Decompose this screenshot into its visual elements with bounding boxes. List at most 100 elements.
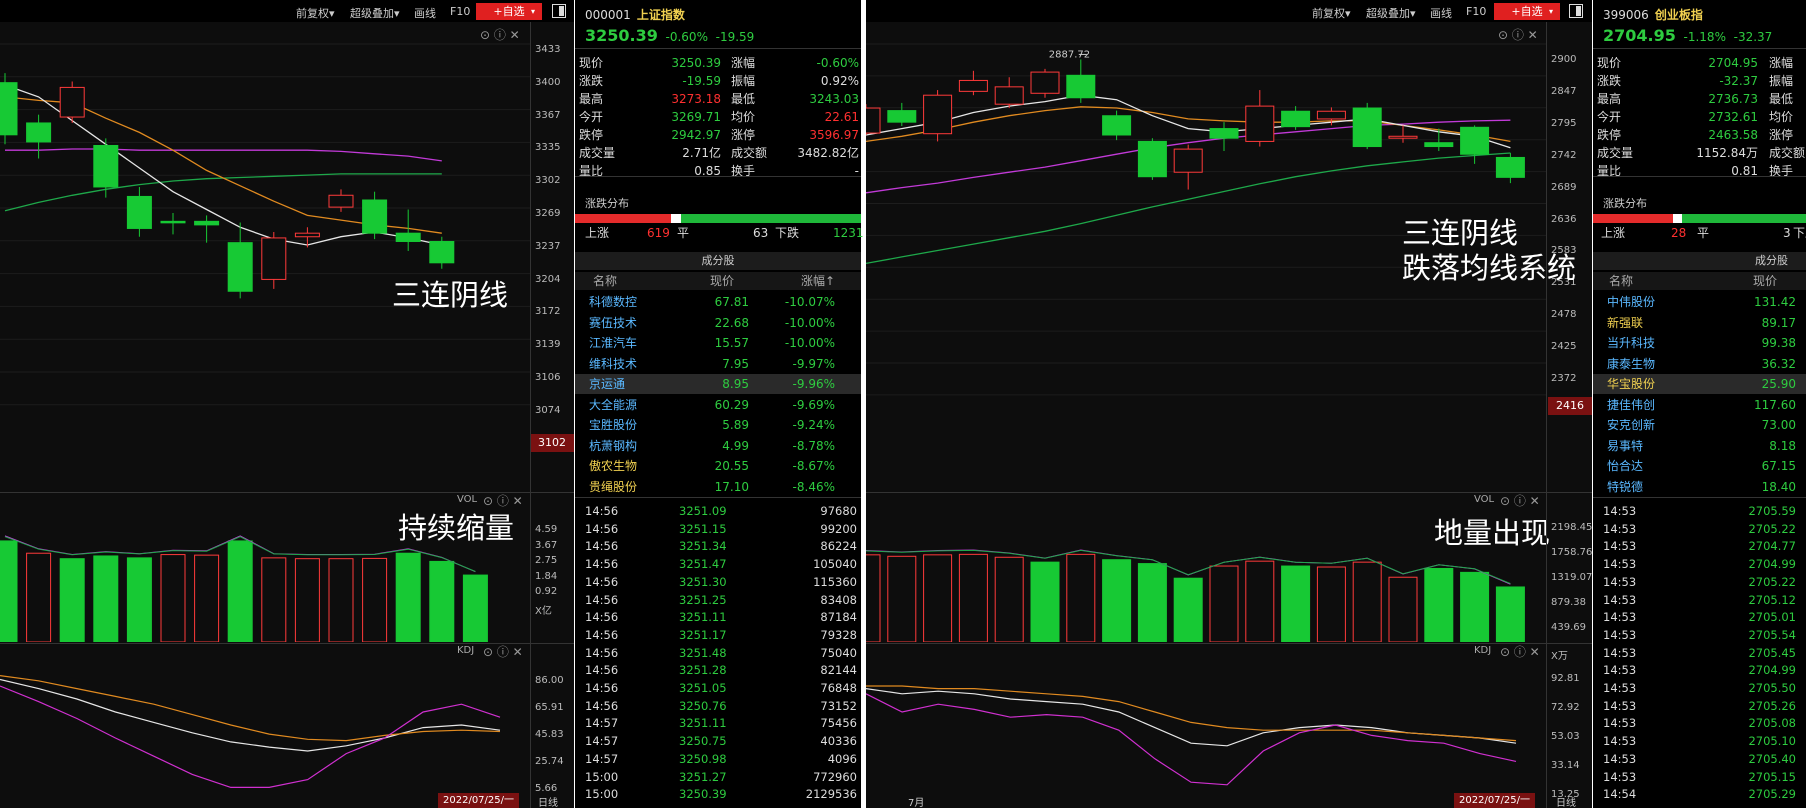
right-price-annotation-2: 跌落均线系统 — [1402, 251, 1577, 285]
tick-time: 14:56 — [585, 627, 619, 642]
add-watchlist-dropdown[interactable]: ▾ — [1544, 3, 1558, 20]
tick-row: 14:57 3250.98 4096 — [575, 750, 861, 768]
right-kdj-chart — [866, 685, 1517, 786]
add-watchlist-dropdown[interactable]: ▾ — [526, 3, 540, 20]
stock-row[interactable]: 杭萧钢构 4.99 -8.78% — [575, 436, 861, 456]
left-period-label[interactable]: 日线 — [538, 798, 558, 808]
quote-label: 成交额 — [731, 146, 768, 160]
tick-price: 2705.54 — [1748, 627, 1796, 642]
vol-axis-tick: 2.75 — [535, 555, 558, 566]
stock-pct: -10.00% — [784, 315, 835, 330]
stock-row[interactable]: 傲农生物 20.55 -8.67% — [575, 456, 861, 476]
stock-row[interactable]: 中伟股份 131.42 — [1593, 292, 1806, 312]
quote-label: 均价 — [731, 110, 756, 124]
candle-body — [1102, 115, 1132, 136]
quote-value: 3596.97 — [809, 128, 859, 142]
stock-row[interactable]: 安克创新 73.00 — [1593, 415, 1806, 435]
stock-row[interactable]: 贵绳股份 17.10 -8.46% — [575, 477, 861, 497]
tick-row: 14:53 2705.12 — [1593, 591, 1806, 609]
right-kdj-label: KDJ — [1474, 645, 1492, 656]
stock-row[interactable]: 怡合达 67.15 — [1593, 456, 1806, 476]
right-info-panel: 399006 创业板指 2704.95 -1.18% -32.37 现价 2704.… — [1593, 0, 1806, 808]
index-code: 000001 — [585, 8, 631, 22]
right-period-label[interactable]: 日线 — [1556, 798, 1576, 808]
add-watchlist-button[interactable]: +自选 — [1494, 3, 1560, 20]
kdj-axis-tick: 45.83 — [535, 729, 564, 740]
tick-row: 14:56 3251.28 82144 — [575, 661, 861, 679]
add-watchlist-button[interactable]: +自选 — [476, 3, 542, 20]
kdj-axis-tick: 72.92 — [1551, 702, 1580, 713]
stock-row[interactable]: 华宝股份 25.90 — [1593, 374, 1806, 394]
kdj-control-icons[interactable]: ⊙ ⓘ ✕ — [1500, 645, 1540, 659]
kdj-axis-tick: 13.25 — [1551, 789, 1580, 800]
stock-row[interactable]: 特锐德 18.40 — [1593, 477, 1806, 497]
tick-volume: 115360 — [813, 574, 857, 589]
stock-row[interactable]: 大全能源 60.29 -9.69% — [575, 395, 861, 415]
quote-value: -19.59 — [682, 74, 721, 88]
kdj-axis-tick: 65.91 — [535, 702, 564, 713]
volume-bar — [1173, 577, 1203, 642]
dist-flat-bar — [1673, 214, 1682, 223]
tick-row: 14:53 2705.54 — [1593, 626, 1806, 644]
left-date-tag: 2022/07/25/一 — [438, 793, 520, 808]
quote-value: 0.92% — [820, 74, 859, 88]
stock-row[interactable]: 当升科技 99.38 — [1593, 333, 1806, 353]
tick-price: 2705.12 — [1748, 592, 1796, 607]
panel-toggle-icon[interactable] — [552, 4, 566, 18]
fuquan-menu[interactable]: 前复权▾ — [1312, 7, 1351, 20]
volume-bar — [126, 557, 152, 642]
stock-row[interactable]: 易事特 8.18 — [1593, 436, 1806, 456]
main-chart-control-icons[interactable]: ⊙ ⓘ ✕ — [1498, 28, 1538, 42]
tick-volume: 2129536 — [805, 787, 857, 802]
overlay-menu[interactable]: 超级叠加▾ — [1366, 7, 1416, 20]
stock-row[interactable]: 维科技术 7.95 -9.97% — [575, 354, 861, 374]
right-price-chart: 2887.72 — [866, 43, 1546, 396]
candle-body — [1316, 110, 1346, 120]
quote-value: 0.85 — [694, 164, 721, 178]
draw-line-button[interactable]: 画线 — [1430, 7, 1452, 20]
f10-button[interactable]: F10 — [450, 5, 471, 18]
volume-bar — [887, 555, 917, 642]
vol-control-icons[interactable]: ⊙ ⓘ ✕ — [1500, 494, 1540, 508]
main-chart-control-icons[interactable]: ⊙ ⓘ ✕ — [480, 28, 520, 42]
tick-time: 14:56 — [585, 521, 619, 536]
volume-bar — [1030, 561, 1060, 642]
dist-up-bar — [1593, 214, 1673, 223]
stock-row[interactable]: 江淮汽车 15.57 -10.00% — [575, 333, 861, 353]
draw-line-button[interactable]: 画线 — [414, 7, 436, 20]
stock-row[interactable]: 赛伍技术 22.68 -10.00% — [575, 313, 861, 333]
tick-price: 2705.50 — [1748, 681, 1796, 695]
stock-price: 15.57 — [714, 336, 749, 350]
stock-price: 8.18 — [1769, 438, 1796, 453]
f10-button[interactable]: F10 — [1466, 5, 1487, 18]
overlay-menu[interactable]: 超级叠加▾ — [350, 7, 400, 20]
left-price-annotation: 三连阴线 — [392, 278, 509, 312]
price-axis-tick: 3074 — [535, 404, 561, 416]
candle-body — [1245, 105, 1275, 142]
tick-time: 14:53 — [1603, 574, 1637, 589]
kdj-control-icons[interactable]: ⊙ ⓘ ✕ — [483, 645, 523, 659]
quote-label: 涨停 — [1769, 128, 1794, 142]
vol-control-icons[interactable]: ⊙ ⓘ ✕ — [483, 494, 523, 508]
stock-row[interactable]: 捷佳伟创 117.60 — [1593, 395, 1806, 415]
stock-row[interactable]: 康泰生物 36.32 — [1593, 354, 1806, 374]
stock-row[interactable]: 科德数控 67.81 -10.07% — [575, 292, 861, 312]
dist-up-bar — [575, 214, 671, 223]
tick-price: 3251.17 — [679, 627, 727, 642]
stock-row[interactable]: 宝胜股份 5.89 -9.24% — [575, 415, 861, 435]
stock-price: 5.89 — [722, 418, 749, 432]
stock-row[interactable]: 京运通 8.95 -9.96% — [575, 374, 861, 394]
fuquan-menu[interactable]: 前复权▾ — [296, 7, 335, 20]
panel-toggle-icon[interactable] — [1569, 4, 1583, 18]
stock-row[interactable]: 新强联 89.17 — [1593, 313, 1806, 333]
price-axis-tick: 3367 — [535, 109, 561, 121]
stock-name: 安克创新 — [1607, 418, 1656, 432]
tick-row: 14:56 3251.30 115360 — [575, 573, 861, 591]
tick-row: 14:53 2705.08 — [1593, 714, 1806, 732]
kdj-axis-tick: 86.00 — [535, 675, 564, 686]
tick-price: 2704.99 — [1748, 663, 1796, 678]
vol-axis-tick: 1.84 — [535, 570, 558, 582]
volume-bar — [261, 557, 287, 642]
quote-row: 涨跌 -19.59 振幅 0.92% — [575, 72, 861, 90]
tick-volume: 97680 — [820, 504, 857, 518]
